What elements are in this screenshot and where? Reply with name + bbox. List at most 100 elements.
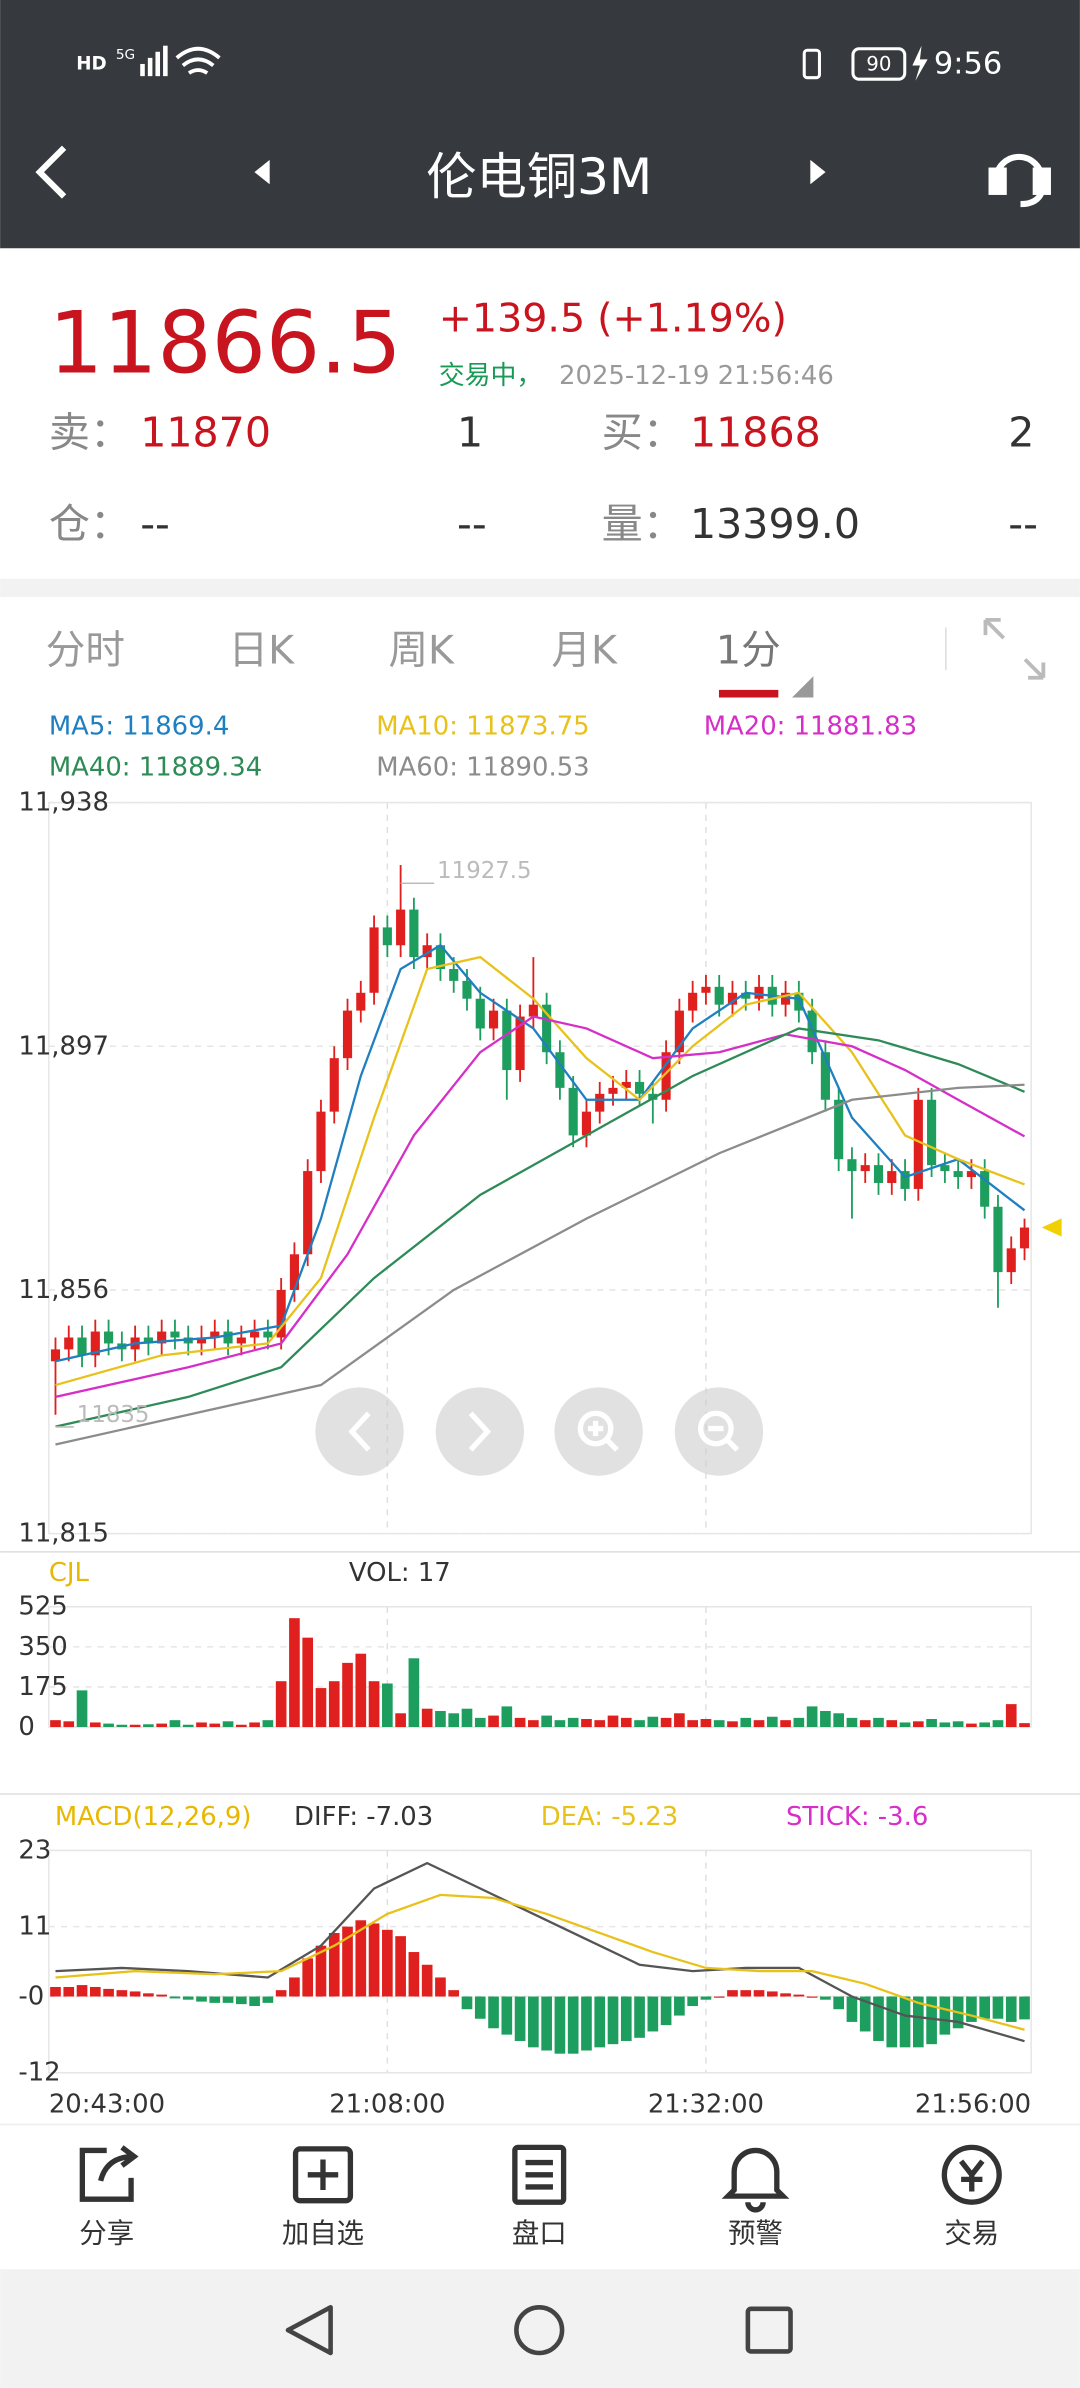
volume-bar xyxy=(912,1721,924,1728)
toolbar-label[interactable]: 加自选 xyxy=(282,2219,364,2250)
period-tab[interactable]: 月K xyxy=(551,627,618,673)
macd-bar xyxy=(713,1996,725,1998)
macd-bar xyxy=(846,1996,858,2022)
macd-bar xyxy=(700,1996,712,2000)
macd-bar xyxy=(448,1990,460,1997)
toolbar-label[interactable]: 交易 xyxy=(944,2219,999,2250)
period-tab[interactable]: 分时 xyxy=(46,627,125,673)
tab-dropdown[interactable] xyxy=(792,676,814,698)
candle-body xyxy=(210,1331,220,1338)
period-tab[interactable]: 周K xyxy=(388,627,455,673)
quote-cell: 买： xyxy=(602,409,684,457)
volume-bar xyxy=(63,1721,75,1728)
period-tab[interactable]: 日K xyxy=(229,627,296,673)
plot-frame xyxy=(48,801,1032,1535)
volume-bar xyxy=(289,1618,300,1728)
volume-bar xyxy=(939,1722,951,1728)
macd-bar xyxy=(620,1996,632,2041)
candle-body xyxy=(568,1087,578,1136)
wifi-icon xyxy=(175,46,221,75)
volume-bar xyxy=(859,1720,871,1728)
candle-body xyxy=(900,1171,910,1189)
volume-bar xyxy=(753,1720,765,1728)
indicator-line xyxy=(55,1083,1025,1446)
separator xyxy=(0,578,1080,597)
toolbar-label[interactable]: 预警 xyxy=(728,2219,783,2250)
macd-bar xyxy=(50,1986,61,1997)
charging-icon xyxy=(912,45,928,81)
period-tab[interactable]: 1分 xyxy=(716,627,781,673)
macd-bar xyxy=(912,1996,924,2048)
zoom-in-button[interactable] xyxy=(554,1387,643,1476)
quote-cell: 13399.0 xyxy=(690,500,860,548)
network-label: HD xyxy=(76,53,106,74)
next-button[interactable] xyxy=(810,159,826,185)
scroll-left-button[interactable] xyxy=(315,1387,404,1476)
candle-body xyxy=(157,1331,167,1344)
fullscreen-button[interactable] xyxy=(983,617,1046,680)
candle-body xyxy=(993,1206,1003,1273)
battery-level: 90 xyxy=(866,52,891,75)
macd-bar xyxy=(222,1996,234,2003)
volume-bar xyxy=(514,1717,526,1728)
macd-bar xyxy=(806,1996,818,1998)
battery-icon xyxy=(851,47,907,81)
volume-bar xyxy=(408,1658,420,1728)
macd-bar xyxy=(63,1986,75,1997)
back-button[interactable] xyxy=(35,145,67,199)
system-recent[interactable] xyxy=(745,2306,793,2354)
macd-bar xyxy=(315,1945,327,1997)
volume-bar xyxy=(421,1708,433,1728)
y-tick-label: 11,856 xyxy=(18,1275,109,1305)
toolbar-icons xyxy=(79,2144,1002,2213)
macd-bar xyxy=(979,1996,991,2019)
volume-bar xyxy=(899,1722,911,1728)
volume-bar xyxy=(713,1720,725,1728)
volume-bar xyxy=(275,1681,287,1728)
prev-button[interactable] xyxy=(254,159,270,185)
zoom-out-button[interactable] xyxy=(674,1387,764,1476)
quote-cell: 1 xyxy=(457,409,483,457)
macd-bar xyxy=(103,1988,114,1997)
candle-body xyxy=(873,1165,884,1183)
legend-entry: DEA: -5.23 xyxy=(541,1802,678,1832)
x-tick-label: 21:32:00 xyxy=(648,2090,764,2120)
service-button[interactable] xyxy=(988,153,1051,208)
volume-bar xyxy=(474,1717,486,1728)
scroll-right-button[interactable] xyxy=(435,1387,525,1476)
macd-bar xyxy=(116,1990,128,1997)
last-price: 11866.5 xyxy=(49,295,402,394)
macd-bar xyxy=(793,1994,805,1997)
volume-bar xyxy=(395,1713,406,1728)
macd-bar xyxy=(581,1996,592,2051)
volume-bar xyxy=(1019,1723,1030,1728)
candle-body xyxy=(64,1337,74,1350)
volume-bar xyxy=(873,1717,884,1728)
macd-bar xyxy=(528,1996,539,2048)
system-back[interactable] xyxy=(285,2304,333,2356)
volume-bar xyxy=(780,1720,791,1728)
candle-body xyxy=(794,992,804,1011)
macd-bar xyxy=(833,1996,845,2010)
volume-bar xyxy=(182,1724,194,1728)
toolbar-label[interactable]: 分享 xyxy=(79,2219,134,2250)
volume-bar xyxy=(116,1724,128,1728)
macd-bar xyxy=(992,1996,1004,2019)
macd-bar xyxy=(129,1991,141,1997)
macd-bar xyxy=(820,1996,831,2000)
macd-bar xyxy=(926,1996,937,2045)
volume-bar xyxy=(368,1681,380,1728)
candle-body xyxy=(342,1010,353,1059)
legend-entry: MA60: 11890.53 xyxy=(376,753,589,783)
macd-bar xyxy=(355,1920,367,1997)
system-home[interactable] xyxy=(514,2304,565,2356)
toolbar-label[interactable]: 盘口 xyxy=(512,2219,567,2250)
volume-bar xyxy=(89,1722,101,1728)
indicator-line xyxy=(55,1027,1025,1428)
volume-bar xyxy=(76,1690,88,1728)
macd-bar xyxy=(328,1932,340,1997)
volume-bar xyxy=(355,1653,367,1728)
quote-cell: 11870 xyxy=(140,409,271,457)
candle-body xyxy=(555,1052,565,1088)
candle-body xyxy=(356,992,366,1011)
